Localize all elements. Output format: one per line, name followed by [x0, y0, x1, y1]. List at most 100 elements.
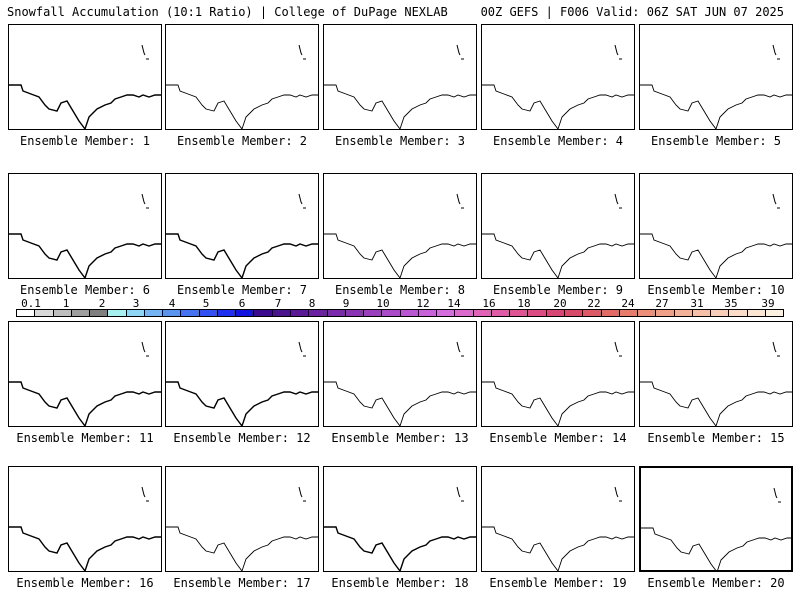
colorbar-tick-label: 35: [724, 297, 738, 310]
colorbar-swatch: [382, 310, 401, 316]
colorbar-tick-label: 14: [447, 297, 461, 310]
colorbar-tick-label: 18: [517, 297, 531, 310]
colorbar-tick-label: 8: [308, 297, 316, 310]
member-panel: [481, 321, 635, 427]
member-panel: [481, 173, 635, 279]
member-label: Ensemble Member: 13: [331, 431, 469, 445]
member-panel: [8, 466, 162, 572]
member-label: Ensemble Member: 9: [492, 283, 624, 297]
colorbar-swatch: [692, 310, 712, 316]
colorbar-tick-label: 27: [655, 297, 669, 310]
colorbar-tick-label: 39: [761, 297, 775, 310]
member-label: Ensemble Member: 12: [173, 431, 311, 445]
member-panel: [165, 173, 319, 279]
member-panel: [8, 173, 162, 279]
member-label: Ensemble Member: 3: [334, 134, 466, 148]
colorbar-swatch: [638, 310, 657, 316]
member-label: Ensemble Member: 7: [176, 283, 308, 297]
coastline-map: [640, 44, 792, 129]
member-label: Ensemble Member: 2: [176, 134, 308, 148]
member-label: Ensemble Member: 4: [492, 134, 624, 148]
member-panel: [323, 173, 477, 279]
member-label: Ensemble Member: 10: [647, 283, 785, 297]
colorbar-tick-label: 22: [587, 297, 601, 310]
coastline-map: [9, 193, 161, 278]
coastline-map: [482, 486, 634, 571]
colorbar-tick-label: 1: [62, 297, 70, 310]
member-panel: [481, 24, 635, 130]
coastline-map: [166, 44, 318, 129]
colorbar-swatch: [53, 310, 72, 316]
coastline-map: [482, 341, 634, 426]
member-panel: [481, 466, 635, 572]
member-label: Ensemble Member: 17: [173, 576, 311, 590]
colorbar: [16, 309, 784, 317]
coastline-map: [9, 341, 161, 426]
coastline-map: [166, 193, 318, 278]
coastline-map: [641, 487, 793, 572]
colorbar-swatch: [747, 310, 766, 316]
colorbar-swatch: [619, 310, 639, 316]
member-label: Ensemble Member: 8: [334, 283, 466, 297]
colorbar-swatch: [418, 310, 438, 316]
colorbar-swatch: [528, 310, 547, 316]
member-label: Ensemble Member: 18: [331, 576, 469, 590]
coastline-map: [482, 193, 634, 278]
member-panel: [8, 24, 162, 130]
coastline-map: [166, 486, 318, 571]
colorbar-swatch: [17, 310, 36, 316]
member-panel: [639, 173, 793, 279]
colorbar-tick-label: 12: [416, 297, 430, 310]
colorbar-tick-label: 24: [621, 297, 635, 310]
colorbar-swatch: [491, 310, 511, 316]
member-panel: [323, 24, 477, 130]
colorbar-tick-label: 6: [238, 297, 246, 310]
colorbar-tick-label: 20: [553, 297, 567, 310]
member-label: Ensemble Member: 5: [650, 134, 782, 148]
colorbar-swatch: [711, 310, 730, 316]
colorbar-swatch: [181, 310, 200, 316]
coastline-map: [640, 341, 792, 426]
colorbar-tick-label: 10: [376, 297, 390, 310]
member-label: Ensemble Member: 1: [19, 134, 151, 148]
colorbar-swatch: [345, 310, 365, 316]
colorbar-tick-label: 9: [342, 297, 350, 310]
colorbar-swatch: [272, 310, 291, 316]
colorbar-swatch: [199, 310, 218, 316]
header-title: Snowfall Accumulation (10:1 Ratio) | Col…: [7, 5, 448, 19]
colorbar-swatch: [327, 310, 346, 316]
member-label: Ensemble Member: 11: [16, 431, 154, 445]
colorbar-tick-label: 31: [690, 297, 704, 310]
colorbar-swatch: [71, 310, 91, 316]
colorbar-tick-label: 5: [202, 297, 210, 310]
colorbar-swatch: [364, 310, 383, 316]
member-panel: [639, 321, 793, 427]
colorbar-swatch: [546, 310, 565, 316]
member-label: Ensemble Member: 16: [16, 576, 154, 590]
member-label: Ensemble Member: 6: [19, 283, 151, 297]
colorbar-swatch: [236, 310, 255, 316]
colorbar-swatch: [144, 310, 164, 316]
member-label: Ensemble Member: 20: [647, 576, 785, 590]
coastline-map: [324, 486, 476, 571]
member-label: Ensemble Member: 14: [489, 431, 627, 445]
colorbar-swatch: [400, 310, 419, 316]
colorbar-swatch: [583, 310, 602, 316]
member-panel: [165, 466, 319, 572]
colorbar-swatch: [126, 310, 145, 316]
coastline-map: [482, 44, 634, 129]
colorbar-swatch: [290, 310, 310, 316]
coastline-map: [9, 486, 161, 571]
colorbar-swatch: [108, 310, 127, 316]
member-panel: [639, 466, 793, 572]
colorbar-swatch: [217, 310, 237, 316]
colorbar-swatch: [601, 310, 620, 316]
member-label: Ensemble Member: 19: [489, 576, 627, 590]
colorbar-swatch: [90, 310, 109, 316]
coastline-map: [166, 341, 318, 426]
coastline-map: [324, 341, 476, 426]
coastline-map: [324, 44, 476, 129]
colorbar-tick-label: 16: [482, 297, 496, 310]
member-panel: [165, 24, 319, 130]
colorbar-swatch: [473, 310, 492, 316]
